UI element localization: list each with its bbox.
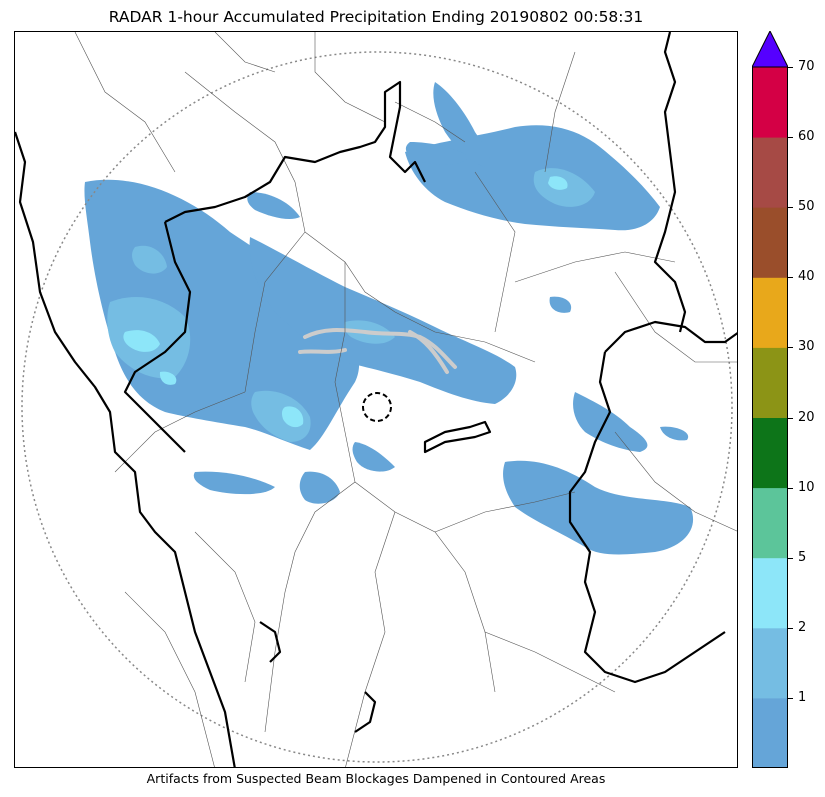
precipitation-heavy <box>123 176 568 428</box>
colorbar-extend-triangle <box>751 29 789 68</box>
colorbar-tick-label: 50 <box>798 199 815 215</box>
colorbar-tick-label: 40 <box>798 269 815 285</box>
colorbar-tick <box>788 487 793 489</box>
colorbar-tick-label: 60 <box>798 129 815 145</box>
colorbar-tick-label: 10 <box>798 479 815 495</box>
rain-band-northeast <box>405 125 660 231</box>
map-caption: Artifacts from Suspected Beam Blockages … <box>146 771 606 786</box>
radar-site-marker <box>362 392 392 422</box>
colorbar-segment <box>752 627 788 699</box>
colorbar-segment <box>752 137 788 208</box>
precipitation-medium <box>107 168 595 442</box>
colorbar-tick-label: 20 <box>798 409 815 425</box>
colorbar-segment <box>752 207 788 278</box>
colorbar-tick <box>788 67 793 68</box>
rain-cell-small-1 <box>549 296 572 313</box>
colorbar-segment <box>752 277 788 348</box>
map-title: RADAR 1-hour Accumulated Precipitation E… <box>108 8 644 26</box>
colorbar-tick <box>788 137 793 139</box>
rain-cell-small-2 <box>660 426 689 441</box>
colorbar-tick <box>788 207 793 209</box>
rain-cell-small-4 <box>193 471 275 495</box>
colorbar <box>751 29 789 769</box>
rain-cell-small-5 <box>405 142 470 165</box>
colorbar-tick <box>788 557 793 559</box>
rain-cell-small-3 <box>247 192 300 220</box>
colorbar-tick-label: 2 <box>798 619 807 635</box>
district-boundaries <box>74 32 737 767</box>
rain-cell-mid <box>352 442 395 472</box>
colorbar-tick-label: 1 <box>798 689 807 705</box>
colorbar-segment <box>752 417 788 489</box>
colorbar-tick <box>788 627 793 629</box>
radar-map-canvas <box>15 32 737 767</box>
colorbar-tick <box>788 277 793 279</box>
rain-band-north <box>433 82 490 167</box>
rain-band-east <box>573 392 648 452</box>
colorbar-canvas <box>751 29 789 769</box>
range-ring <box>21 51 733 763</box>
state-boundaries <box>15 32 737 767</box>
colorbar-outline <box>752 66 788 768</box>
colorbar-tick <box>788 417 793 419</box>
colorbar-segment <box>752 697 788 769</box>
colorbar-tick-label: 5 <box>798 549 807 565</box>
colorbar-segment <box>752 487 788 559</box>
rain-band-southeast <box>503 460 694 555</box>
colorbar-tick-label: 70 <box>798 59 815 74</box>
colorbar-tick-label: 30 <box>798 339 815 355</box>
colorbar-segment <box>752 67 788 138</box>
radar-map[interactable] <box>14 31 738 768</box>
rain-band-west <box>84 179 360 451</box>
colorbar-tick <box>788 347 793 349</box>
colorbar-segment <box>752 347 788 418</box>
colorbar-segment <box>752 557 788 629</box>
rain-cell-south <box>299 471 340 504</box>
colorbar-tick <box>788 697 793 699</box>
